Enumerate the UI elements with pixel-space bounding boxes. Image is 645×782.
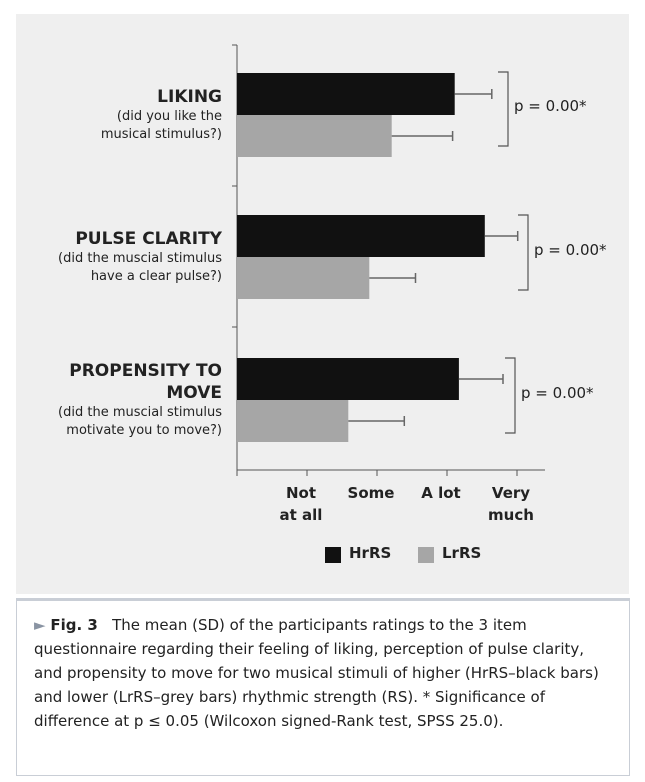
chart — [232, 44, 545, 563]
caption-text: The mean (SD) of the participants rating… — [34, 616, 599, 730]
annotation: p = 0.00* — [534, 240, 607, 259]
error-bar — [484, 231, 519, 241]
bar — [237, 358, 459, 400]
category-label: PULSE CLARITY (did the muscial stimulus h… — [12, 228, 222, 286]
caption: ► Fig. 3 The mean (SD) of the participan… — [16, 598, 630, 776]
bar — [237, 115, 392, 157]
category-label: PROPENSITY TO MOVE (did the muscial stimu… — [12, 360, 222, 440]
bracket — [505, 357, 516, 434]
error-bar — [348, 416, 406, 426]
x-tick-label: Not at all — [279, 484, 323, 524]
bar — [237, 400, 349, 442]
category-title: PROPENSITY TO MOVE — [69, 361, 222, 403]
error-bar — [458, 374, 504, 384]
category-title: LIKING — [157, 87, 222, 107]
annotation: p = 0.00* — [521, 383, 594, 402]
bracket — [518, 214, 529, 291]
legend-label: LrRS — [442, 544, 482, 562]
x-tick-label: Very much — [488, 484, 534, 524]
x-tick-label: Some — [347, 484, 395, 502]
legend-swatch — [418, 547, 434, 563]
bar — [237, 215, 485, 257]
error-bar — [454, 89, 493, 99]
caption-marker: ► — [34, 616, 46, 634]
category-note: (did the muscial stimulus have a clear p… — [58, 251, 222, 284]
legend-label: HrRS — [349, 544, 392, 562]
category-note: (did you like the musical stimulus?) — [100, 109, 222, 142]
error-bar — [369, 273, 417, 283]
category-label: LIKING (did you like the musical stimulus… — [12, 86, 222, 144]
category-note: (did the muscial stimulus motivate you t… — [58, 405, 222, 438]
legend-swatch — [325, 547, 341, 563]
bracket — [498, 71, 509, 147]
bar — [237, 73, 455, 115]
bar — [237, 257, 370, 299]
x-tick-label: A lot — [421, 484, 461, 502]
category-title: PULSE CLARITY — [75, 229, 222, 249]
caption-label: Fig. 3 — [50, 616, 98, 634]
annotation: p = 0.00* — [514, 97, 587, 115]
error-bar — [391, 131, 454, 141]
